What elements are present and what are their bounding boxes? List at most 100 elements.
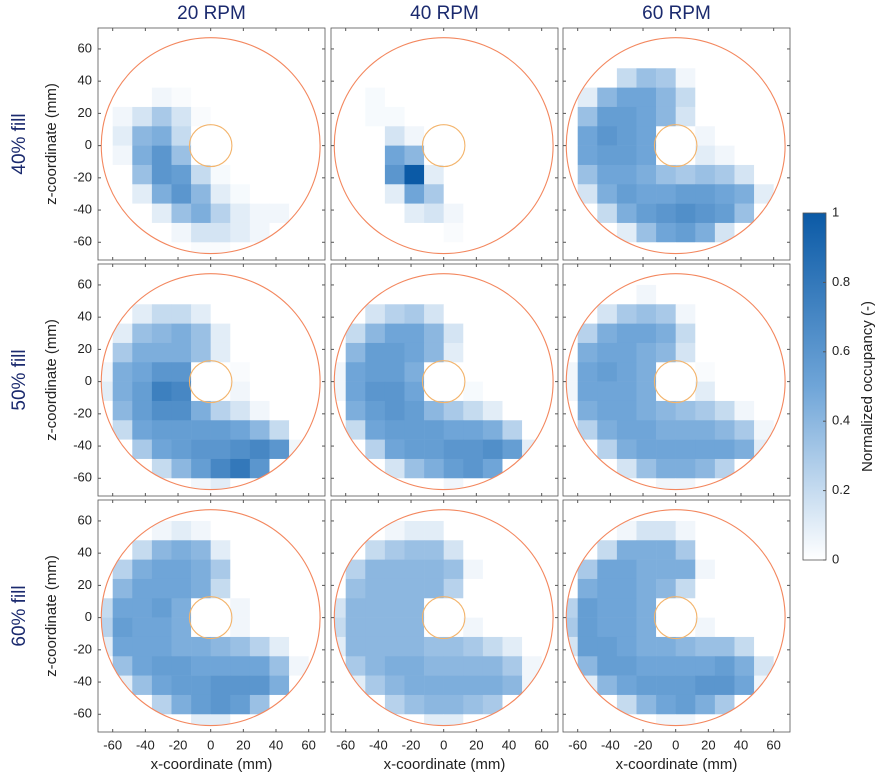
cell xyxy=(463,37,484,50)
cell xyxy=(308,242,321,254)
cell xyxy=(577,126,598,146)
cell xyxy=(365,478,386,490)
cell xyxy=(191,598,211,618)
cell xyxy=(597,48,618,69)
cell xyxy=(695,578,716,599)
cell xyxy=(522,126,542,146)
cell xyxy=(191,106,211,127)
cell xyxy=(597,509,618,522)
cell xyxy=(345,273,366,286)
cell xyxy=(656,478,676,490)
cell xyxy=(191,126,211,146)
cell xyxy=(577,598,598,618)
cell xyxy=(289,284,309,305)
cell xyxy=(424,323,444,344)
x-tick-label: 0 xyxy=(440,737,447,752)
cell xyxy=(289,323,309,344)
cell xyxy=(151,439,172,460)
cell xyxy=(695,520,716,541)
cell xyxy=(443,478,464,490)
cell xyxy=(404,439,425,460)
cell xyxy=(365,439,386,460)
cell xyxy=(191,381,211,402)
cell xyxy=(443,222,464,243)
cell xyxy=(522,478,542,490)
cell xyxy=(675,145,696,166)
cell xyxy=(577,617,598,638)
cell xyxy=(482,342,503,363)
colorbar-tick-label: 1 xyxy=(832,204,839,219)
cell xyxy=(675,540,696,560)
cell xyxy=(675,400,696,421)
cell xyxy=(541,617,554,638)
cell xyxy=(502,323,523,344)
cell xyxy=(424,222,444,243)
cell xyxy=(191,222,211,243)
cell xyxy=(112,145,133,166)
cell xyxy=(424,106,444,127)
cell xyxy=(269,714,290,726)
cell xyxy=(522,222,542,243)
cell xyxy=(112,362,133,382)
cell xyxy=(773,37,786,50)
cell xyxy=(334,509,346,522)
y-tick-label: -60 xyxy=(73,706,92,721)
cell xyxy=(463,675,484,696)
cell xyxy=(404,598,425,618)
cell xyxy=(132,323,153,344)
cell xyxy=(249,126,270,146)
cell xyxy=(566,478,578,490)
cell xyxy=(443,636,464,657)
cell xyxy=(404,106,425,127)
panel: 40 RPM xyxy=(330,3,559,261)
colorbar-tick-label: 0 xyxy=(832,551,839,566)
cell xyxy=(289,559,309,580)
cell xyxy=(269,323,290,344)
cell xyxy=(443,458,464,479)
cell xyxy=(151,578,172,599)
cell xyxy=(384,617,405,638)
cell xyxy=(675,458,696,479)
cell xyxy=(230,284,251,305)
cell xyxy=(597,540,618,560)
cell xyxy=(675,164,696,185)
cell xyxy=(289,203,309,224)
cell xyxy=(566,48,578,69)
cell xyxy=(714,540,735,560)
cell xyxy=(230,164,251,185)
cell xyxy=(616,520,637,541)
cell xyxy=(443,145,464,166)
cell xyxy=(171,458,192,479)
inner-circle xyxy=(188,360,233,404)
heatmap-cells xyxy=(566,273,786,490)
colorbar-tick-label: 0.8 xyxy=(832,274,850,289)
cell xyxy=(424,48,444,69)
cell xyxy=(404,617,425,638)
cell xyxy=(656,126,676,146)
cell xyxy=(463,598,484,618)
cell xyxy=(482,400,503,421)
cell xyxy=(675,284,696,305)
cell xyxy=(734,304,755,324)
cell xyxy=(171,598,192,618)
cell xyxy=(541,126,554,146)
cell xyxy=(597,164,618,185)
inner-circle xyxy=(653,360,698,404)
cell xyxy=(132,48,153,69)
cell xyxy=(308,145,321,166)
cell xyxy=(334,145,346,166)
cell xyxy=(616,656,637,676)
cell xyxy=(773,458,786,479)
cell xyxy=(675,342,696,363)
cell xyxy=(101,458,113,479)
cell xyxy=(566,400,578,421)
cell xyxy=(132,222,153,243)
cell xyxy=(502,381,523,402)
cell xyxy=(734,284,755,305)
cell xyxy=(463,540,484,560)
cell xyxy=(151,126,172,146)
cell xyxy=(210,439,231,460)
cell xyxy=(636,675,657,696)
x-tick-label: 20 xyxy=(469,737,483,752)
cell xyxy=(384,323,405,344)
